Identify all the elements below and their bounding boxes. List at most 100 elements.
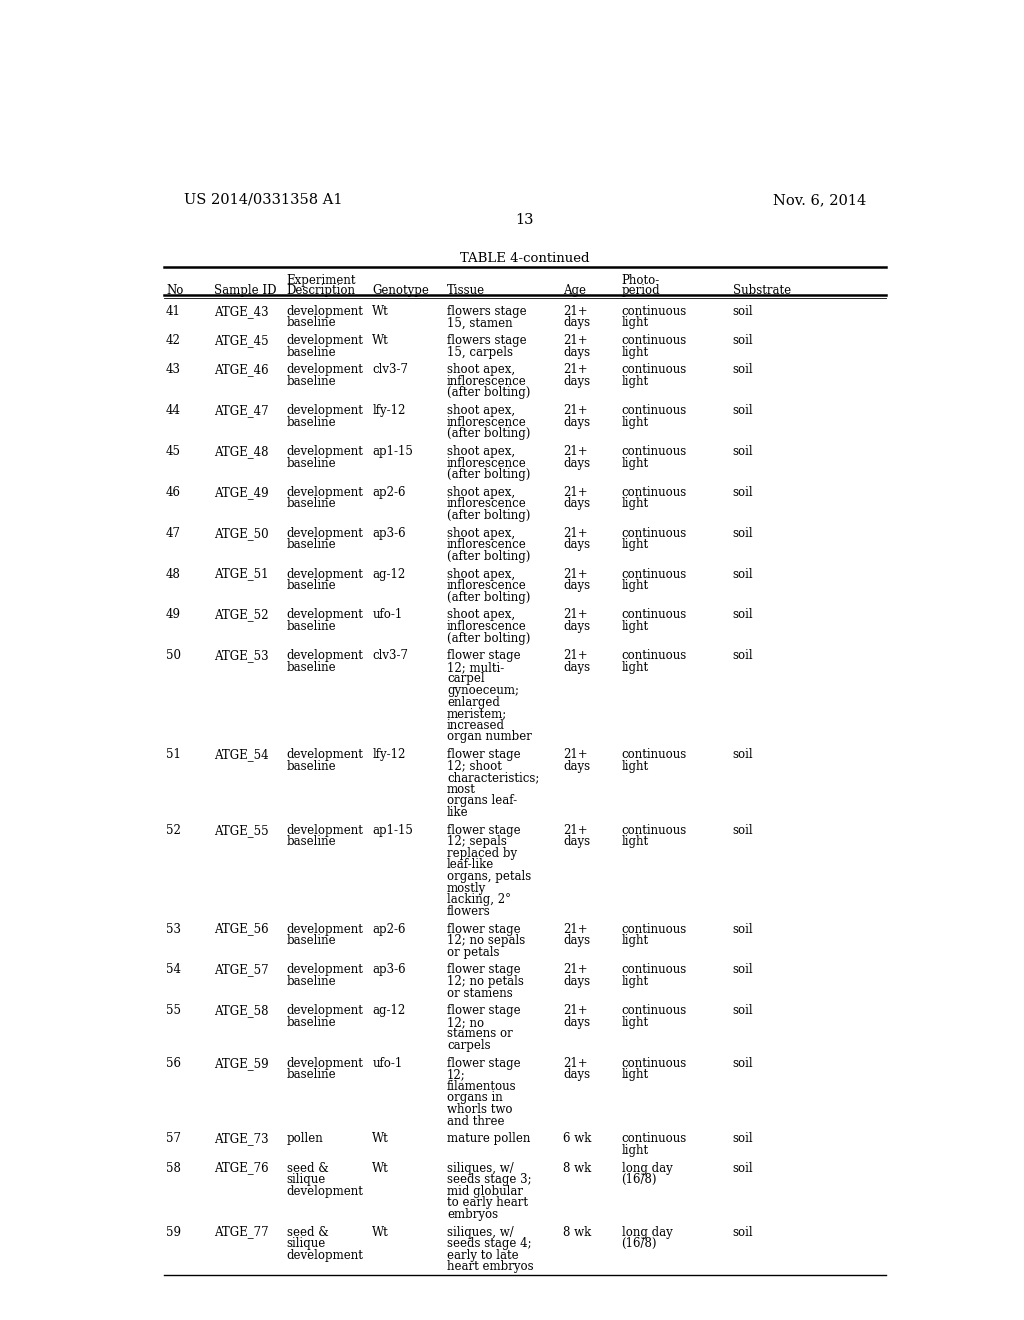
Text: organs, petals: organs, petals bbox=[447, 870, 531, 883]
Text: ap2-6: ap2-6 bbox=[373, 923, 406, 936]
Text: 48: 48 bbox=[166, 568, 181, 581]
Text: 42: 42 bbox=[166, 334, 181, 347]
Text: 56: 56 bbox=[166, 1057, 181, 1069]
Text: or petals: or petals bbox=[447, 945, 500, 958]
Text: days: days bbox=[563, 620, 590, 634]
Text: flower stage: flower stage bbox=[447, 1057, 520, 1069]
Text: to early heart: to early heart bbox=[447, 1196, 528, 1209]
Text: increased: increased bbox=[447, 719, 505, 731]
Text: whorls two: whorls two bbox=[447, 1104, 513, 1115]
Text: continuous: continuous bbox=[622, 1057, 687, 1069]
Text: 51: 51 bbox=[166, 748, 181, 762]
Text: ATGE_50: ATGE_50 bbox=[214, 527, 268, 540]
Text: baseline: baseline bbox=[287, 416, 336, 429]
Text: 47: 47 bbox=[166, 527, 181, 540]
Text: ATGE_45: ATGE_45 bbox=[214, 334, 268, 347]
Text: (after bolting): (after bolting) bbox=[447, 632, 530, 644]
Text: soil: soil bbox=[733, 1005, 754, 1018]
Text: 41: 41 bbox=[166, 305, 181, 318]
Text: soil: soil bbox=[733, 445, 754, 458]
Text: days: days bbox=[563, 346, 590, 359]
Text: ap2-6: ap2-6 bbox=[373, 486, 406, 499]
Text: baseline: baseline bbox=[287, 836, 336, 849]
Text: light: light bbox=[622, 375, 649, 388]
Text: soil: soil bbox=[733, 305, 754, 318]
Text: lacking, 2°: lacking, 2° bbox=[447, 894, 511, 907]
Text: baseline: baseline bbox=[287, 975, 336, 987]
Text: ATGE_53: ATGE_53 bbox=[214, 649, 268, 663]
Text: 21+: 21+ bbox=[563, 527, 588, 540]
Text: 8 wk: 8 wk bbox=[563, 1226, 591, 1238]
Text: 21+: 21+ bbox=[563, 923, 588, 936]
Text: days: days bbox=[563, 539, 590, 552]
Text: baseline: baseline bbox=[287, 1016, 336, 1028]
Text: siliques, w/: siliques, w/ bbox=[447, 1226, 514, 1238]
Text: baseline: baseline bbox=[287, 1068, 336, 1081]
Text: soil: soil bbox=[733, 568, 754, 581]
Text: days: days bbox=[563, 498, 590, 511]
Text: light: light bbox=[622, 1144, 649, 1156]
Text: baseline: baseline bbox=[287, 661, 336, 675]
Text: (after bolting): (after bolting) bbox=[447, 469, 530, 482]
Text: filamentous: filamentous bbox=[447, 1080, 517, 1093]
Text: ATGE_76: ATGE_76 bbox=[214, 1162, 268, 1175]
Text: (after bolting): (after bolting) bbox=[447, 591, 530, 603]
Text: light: light bbox=[622, 416, 649, 429]
Text: ATGE_58: ATGE_58 bbox=[214, 1005, 268, 1018]
Text: enlarged: enlarged bbox=[447, 696, 500, 709]
Text: days: days bbox=[563, 317, 590, 330]
Text: seed &: seed & bbox=[287, 1226, 329, 1238]
Text: organ number: organ number bbox=[447, 730, 531, 743]
Text: development: development bbox=[287, 363, 364, 376]
Text: continuous: continuous bbox=[622, 824, 687, 837]
Text: 55: 55 bbox=[166, 1005, 181, 1018]
Text: continuous: continuous bbox=[622, 568, 687, 581]
Text: development: development bbox=[287, 748, 364, 762]
Text: or stamens: or stamens bbox=[447, 986, 513, 999]
Text: light: light bbox=[622, 457, 649, 470]
Text: Wt: Wt bbox=[373, 1133, 389, 1146]
Text: meristem;: meristem; bbox=[447, 708, 507, 721]
Text: gynoeceum;: gynoeceum; bbox=[447, 684, 519, 697]
Text: inflorescence: inflorescence bbox=[447, 620, 526, 634]
Text: inflorescence: inflorescence bbox=[447, 416, 526, 429]
Text: 12; no sepals: 12; no sepals bbox=[447, 935, 525, 948]
Text: development: development bbox=[287, 404, 364, 417]
Text: inflorescence: inflorescence bbox=[447, 579, 526, 593]
Text: heart embryos: heart embryos bbox=[447, 1261, 534, 1274]
Text: 21+: 21+ bbox=[563, 649, 588, 663]
Text: 21+: 21+ bbox=[563, 609, 588, 622]
Text: flower stage: flower stage bbox=[447, 748, 520, 762]
Text: mature pollen: mature pollen bbox=[447, 1133, 530, 1146]
Text: continuous: continuous bbox=[622, 649, 687, 663]
Text: 21+: 21+ bbox=[563, 334, 588, 347]
Text: flower stage: flower stage bbox=[447, 1005, 520, 1018]
Text: pollen: pollen bbox=[287, 1133, 324, 1146]
Text: 15, carpels: 15, carpels bbox=[447, 346, 513, 359]
Text: flower stage: flower stage bbox=[447, 824, 520, 837]
Text: 21+: 21+ bbox=[563, 748, 588, 762]
Text: ATGE_46: ATGE_46 bbox=[214, 363, 268, 376]
Text: lfy-12: lfy-12 bbox=[373, 748, 406, 762]
Text: days: days bbox=[563, 760, 590, 772]
Text: Tissue: Tissue bbox=[447, 284, 485, 297]
Text: period: period bbox=[622, 284, 660, 297]
Text: development: development bbox=[287, 305, 364, 318]
Text: 21+: 21+ bbox=[563, 1005, 588, 1018]
Text: 21+: 21+ bbox=[563, 1057, 588, 1069]
Text: continuous: continuous bbox=[622, 748, 687, 762]
Text: light: light bbox=[622, 539, 649, 552]
Text: (after bolting): (after bolting) bbox=[447, 510, 530, 521]
Text: (after bolting): (after bolting) bbox=[447, 428, 530, 441]
Text: 21+: 21+ bbox=[563, 363, 588, 376]
Text: baseline: baseline bbox=[287, 760, 336, 772]
Text: stamens or: stamens or bbox=[447, 1027, 513, 1040]
Text: soil: soil bbox=[733, 1226, 754, 1238]
Text: continuous: continuous bbox=[622, 923, 687, 936]
Text: soil: soil bbox=[733, 609, 754, 622]
Text: silique: silique bbox=[287, 1237, 326, 1250]
Text: light: light bbox=[622, 760, 649, 772]
Text: continuous: continuous bbox=[622, 445, 687, 458]
Text: baseline: baseline bbox=[287, 935, 336, 948]
Text: 52: 52 bbox=[166, 824, 181, 837]
